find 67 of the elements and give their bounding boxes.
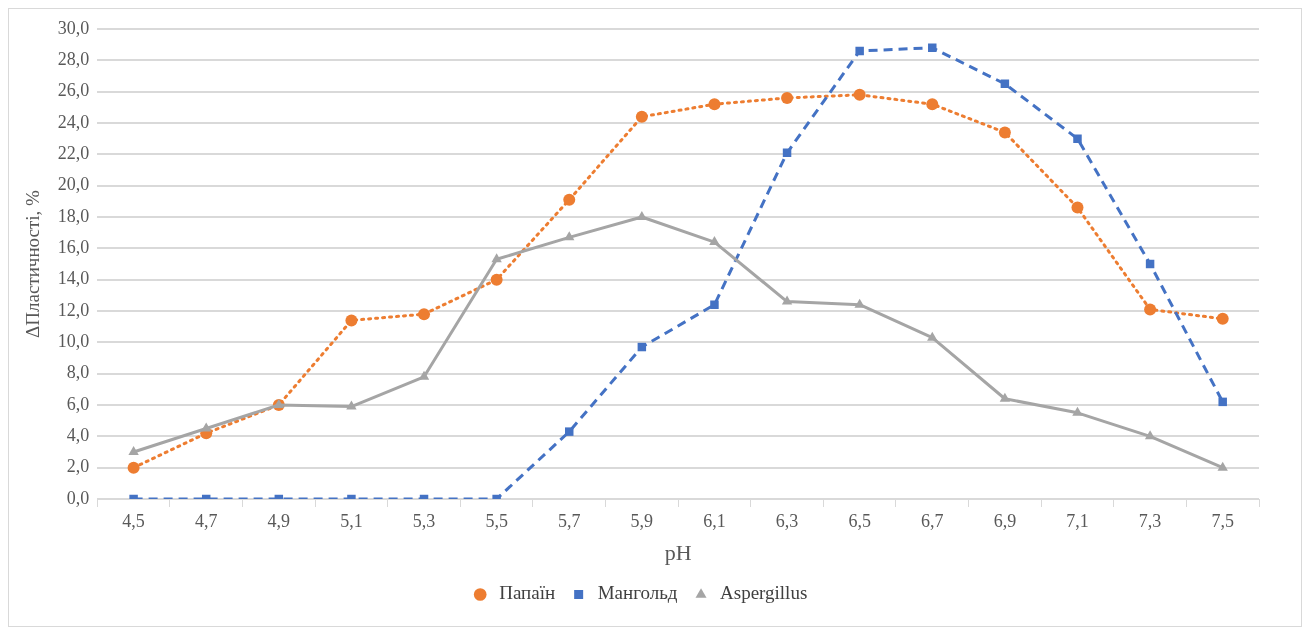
y-tick-label: 6,0 (66, 393, 90, 414)
y-tick-label: 4,0 (66, 425, 90, 446)
point (709, 236, 720, 246)
point (781, 91, 794, 104)
x-tick-label: 5,9 (630, 510, 654, 531)
point (855, 46, 864, 56)
point (708, 98, 721, 111)
x-tick-label: 5,1 (340, 510, 363, 531)
point (418, 308, 431, 321)
point (127, 461, 140, 474)
point (635, 110, 648, 123)
point (928, 43, 937, 53)
y-tick-label: 10,0 (57, 331, 90, 352)
x-tick-label: 4,7 (194, 510, 218, 531)
x-tick-label: 5,3 (412, 510, 436, 531)
x-tick-label: 6,1 (703, 510, 726, 531)
y-tick-label: 26,0 (57, 80, 90, 101)
x-tick-label: 4,5 (122, 510, 145, 531)
legend-label: Aspergillus (720, 582, 808, 604)
legend-label: Мангольд (597, 582, 678, 604)
point (998, 126, 1011, 139)
point (1144, 303, 1157, 316)
point (926, 98, 939, 111)
point (565, 427, 574, 436)
y-tick-label: 22,0 (57, 143, 90, 164)
point (853, 88, 866, 101)
point (345, 314, 358, 327)
x-tick-label: 6,3 (775, 510, 799, 531)
y-tick-label: 16,0 (57, 237, 90, 258)
point (1072, 406, 1083, 416)
point (1073, 134, 1082, 143)
point (346, 400, 357, 410)
x-tick-label: 6,5 (848, 510, 871, 531)
legend-label: Папаїн (499, 582, 556, 604)
x-tick-label: 5,5 (485, 510, 508, 531)
y-tick-label: 24,0 (57, 111, 90, 132)
y-tick-label: 28,0 (57, 49, 90, 70)
x-tick-label: 4,9 (267, 510, 291, 531)
point (1217, 461, 1228, 471)
x-tick-label: 6,7 (921, 510, 944, 531)
y-tick-label: 20,0 (57, 174, 90, 195)
y-tick-label: 8,0 (66, 362, 90, 383)
x-tick-label: 7,5 (1211, 510, 1234, 531)
y-tick-label: 18,0 (57, 205, 90, 226)
point (999, 392, 1011, 402)
point (490, 273, 503, 286)
x-tick-label: 5,7 (557, 510, 581, 531)
x-axis-title: pH (664, 539, 692, 565)
x-tick-label: 7,1 (1066, 510, 1089, 531)
point (491, 253, 502, 263)
point (1218, 397, 1227, 407)
y-tick-label: 0,0 (66, 487, 90, 508)
point (1071, 201, 1084, 214)
point (781, 295, 793, 305)
point (201, 422, 212, 432)
y-tick-label: 30,0 (57, 17, 90, 38)
y-tick-label: 14,0 (57, 268, 90, 289)
x-tick-label: 6,9 (993, 510, 1017, 531)
point (710, 300, 719, 309)
point (927, 331, 938, 341)
point (563, 193, 576, 206)
x-tick-label: 7,3 (1138, 510, 1162, 531)
y-axis-title: ΔПластичності, % (22, 189, 44, 338)
point (128, 446, 139, 455)
y-tick-label: 2,0 (66, 456, 90, 477)
point (1216, 312, 1229, 325)
y-tick-label: 12,0 (57, 299, 90, 320)
